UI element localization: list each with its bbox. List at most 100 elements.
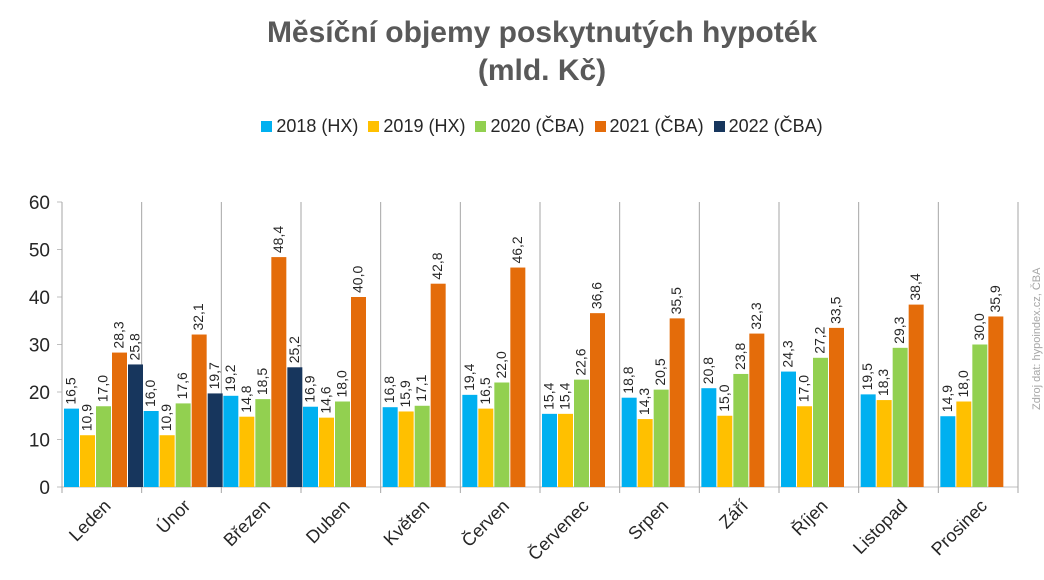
x-tick-label: Říjen [788, 496, 832, 540]
data-label: 15,4 [557, 382, 573, 409]
data-label: 32,1 [190, 303, 206, 330]
data-label: 17,1 [413, 374, 429, 401]
legend-item-2022: 2022 (ČBA) [713, 116, 823, 137]
bar-2021-7 [669, 318, 685, 487]
data-label: 15,4 [541, 382, 557, 409]
bar-2019-0 [80, 435, 95, 487]
y-tick-label: 50 [29, 241, 50, 262]
x-tick-label: Listopad [849, 496, 911, 558]
legend-label-2018: 2018 (HX) [276, 116, 359, 136]
data-label: 35,5 [668, 287, 684, 314]
data-label: 18,0 [334, 370, 350, 397]
data-label: 14,9 [939, 385, 955, 412]
bar-2021-11 [988, 316, 1004, 487]
legend-label-2020: 2020 (ČBA) [490, 116, 585, 136]
data-label: 42,8 [429, 252, 445, 279]
chart-title: Měsíční objemy poskytnutých hypoték (mld… [0, 14, 1044, 90]
bar-2020-2 [255, 399, 271, 487]
bar-2020-3 [335, 401, 350, 487]
bar-2019-7 [637, 419, 653, 487]
data-label: 28,3 [111, 321, 127, 348]
y-tick-label: 30 [29, 336, 50, 357]
x-tick-label: Prosinec [927, 496, 991, 560]
data-label: 22,6 [573, 348, 589, 375]
legend-item-2021: 2021 (ČBA) [594, 116, 704, 137]
x-tick-label: Květen [380, 496, 434, 550]
bar-2021-6 [590, 313, 605, 487]
x-tick-label: Červenec [523, 495, 592, 564]
bar-2018-4 [382, 407, 398, 487]
data-label: 14,3 [636, 388, 652, 415]
bar-2018-3 [303, 406, 318, 487]
bar-2019-9 [797, 406, 812, 487]
bar-2018-0 [64, 408, 79, 487]
chart-legend: 2018 (HX) 2019 (HX) 2020 (ČBA) 2021 (ČBA… [0, 116, 1044, 137]
bar-2018-5 [462, 394, 478, 487]
bar-2021-8 [749, 333, 765, 487]
bar-2019-8 [717, 415, 733, 487]
data-label: 17,0 [95, 375, 111, 402]
y-tick-label: 20 [29, 383, 50, 404]
legend-item-2019: 2019 (HX) [368, 116, 465, 137]
bar-2019-10 [876, 400, 892, 487]
bar-2018-2 [223, 395, 239, 487]
bar-2019-4 [398, 411, 414, 487]
bar-2020-11 [972, 344, 988, 487]
data-label: 20,5 [652, 358, 668, 385]
data-label: 18,8 [620, 366, 636, 393]
data-label: 18,3 [875, 369, 891, 396]
legend-swatch-2018 [261, 121, 273, 132]
data-label: 29,3 [891, 316, 907, 343]
bar-2020-4 [414, 405, 430, 487]
bar-2020-0 [96, 406, 111, 487]
bar-2021-2 [271, 257, 287, 487]
legend-label-2022: 2022 (ČBA) [728, 116, 823, 136]
data-label: 20,8 [700, 357, 716, 384]
legend-swatch-2020 [475, 121, 487, 132]
bar-2018-9 [781, 371, 796, 487]
x-tick-label: Duben [302, 496, 354, 548]
data-label: 16,0 [142, 380, 158, 407]
bar-2020-1 [175, 403, 191, 487]
y-tick-label: 60 [29, 193, 50, 214]
x-tick-label: Červen [457, 495, 513, 551]
bar-2020-5 [494, 382, 510, 487]
data-label: 25,8 [127, 333, 143, 360]
bar-2019-2 [239, 416, 255, 487]
bar-2019-6 [558, 413, 573, 487]
bar-2018-6 [542, 413, 557, 487]
bar-2022-1 [207, 393, 223, 487]
data-label: 14,8 [238, 385, 254, 412]
data-label: 24,3 [780, 340, 796, 367]
x-tick-label: Srpen [624, 496, 672, 544]
legend-swatch-2021 [594, 121, 606, 132]
data-label: 16,5 [63, 377, 79, 404]
x-tick-label: Březen [220, 496, 274, 550]
data-label: 19,7 [206, 362, 222, 389]
data-label: 22,0 [493, 351, 509, 378]
data-label: 33,5 [828, 296, 844, 323]
legend-swatch-2022 [713, 121, 725, 132]
bar-2021-1 [191, 334, 207, 487]
bar-2020-9 [813, 357, 828, 487]
data-label: 18,5 [254, 368, 270, 395]
data-label: 23,8 [732, 342, 748, 369]
bar-2021-10 [908, 304, 924, 487]
bar-2018-11 [940, 416, 956, 487]
legend-label-2021: 2021 (ČBA) [609, 116, 704, 136]
data-label: 36,6 [589, 282, 605, 309]
data-label: 27,2 [812, 326, 828, 353]
data-label: 25,2 [286, 336, 302, 363]
bar-2019-3 [319, 417, 334, 487]
data-label: 10,9 [79, 404, 95, 431]
data-label: 48,4 [270, 226, 286, 253]
bar-2018-7 [621, 397, 637, 487]
bar-2019-5 [478, 408, 494, 487]
data-label: 10,9 [158, 404, 174, 431]
data-label: 40,0 [350, 266, 366, 293]
bar-2020-7 [653, 389, 669, 487]
data-label: 30,0 [971, 313, 987, 340]
bar-2020-6 [574, 379, 589, 487]
bar-2022-2 [287, 367, 303, 487]
